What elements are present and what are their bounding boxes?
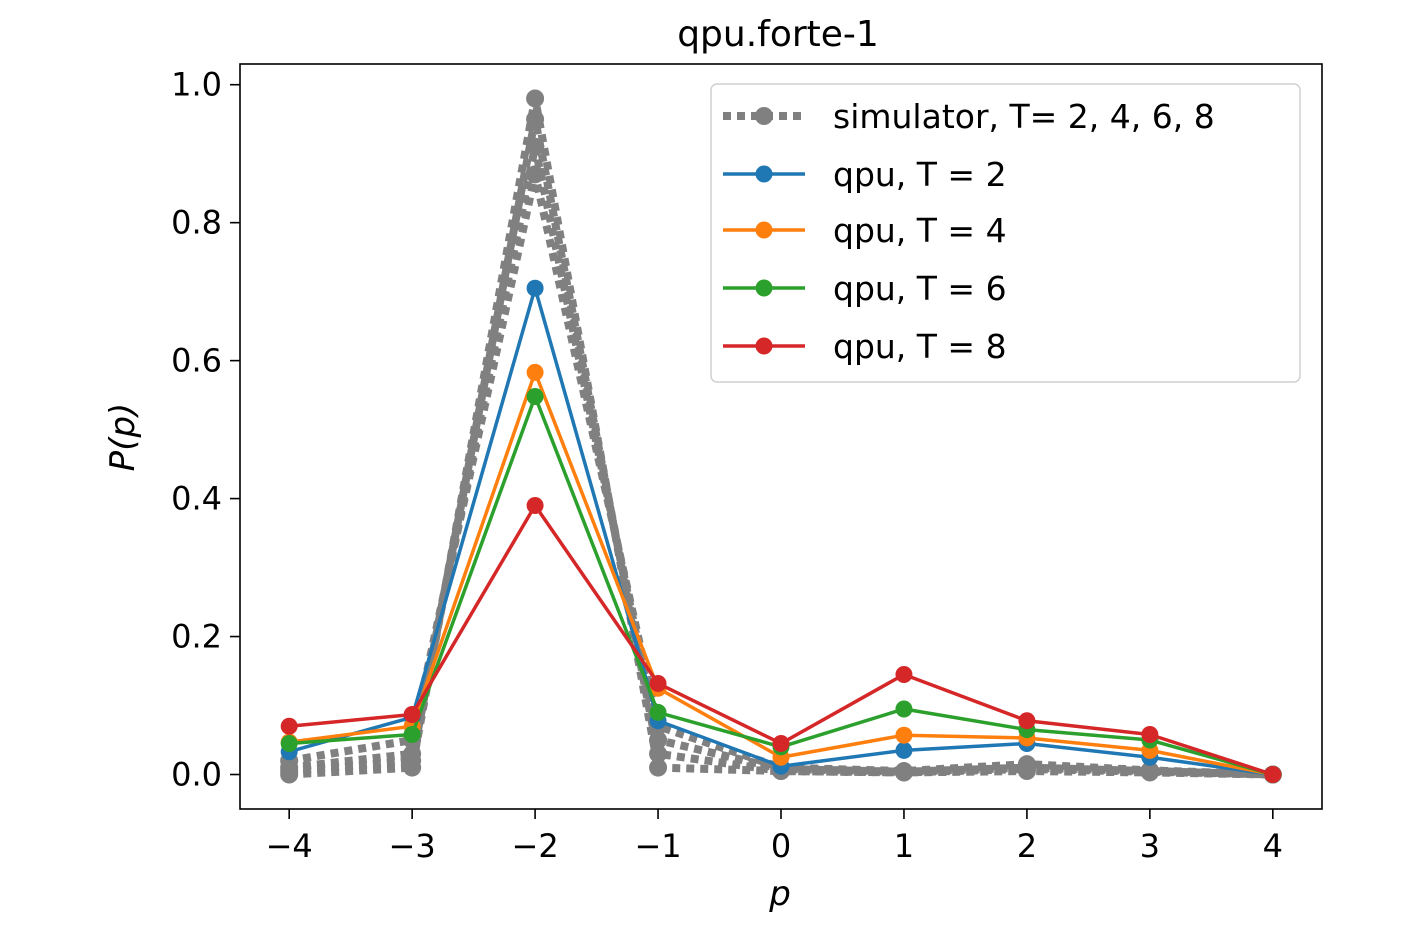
legend-marker bbox=[755, 165, 773, 183]
legend-label: qpu, T = 6 bbox=[833, 269, 1007, 308]
y-axis-label: P(p) bbox=[103, 403, 143, 472]
legend-label-simulator: simulator, T= 2, 4, 6, 8 bbox=[833, 97, 1215, 136]
x-tick-label: 0 bbox=[771, 827, 791, 865]
y-tick-label: 0.2 bbox=[171, 618, 222, 656]
series-point-t8 bbox=[1141, 726, 1159, 743]
legend-label: qpu, T = 2 bbox=[833, 155, 1007, 194]
legend-marker bbox=[755, 279, 773, 297]
series-point-t2 bbox=[895, 741, 913, 759]
series-point-t6 bbox=[403, 726, 421, 743]
simulator-point bbox=[403, 744, 422, 763]
simulator-point bbox=[1017, 755, 1036, 774]
x-tick-label: 2 bbox=[1017, 827, 1037, 865]
series-point-t6 bbox=[280, 734, 298, 752]
series-layer bbox=[280, 89, 1282, 784]
legend-marker bbox=[755, 337, 773, 355]
legend-frame bbox=[710, 83, 1301, 383]
simulator-point bbox=[649, 744, 668, 763]
x-tick-label: −1 bbox=[634, 827, 681, 865]
legend-marker-simulator bbox=[755, 107, 773, 125]
y-tick-label: 0.4 bbox=[171, 480, 222, 518]
simulator-point bbox=[526, 89, 545, 108]
y-tick-label: 0.0 bbox=[171, 756, 222, 794]
x-tick-label: 3 bbox=[1140, 827, 1160, 865]
chart-title: qpu.forte-1 bbox=[677, 14, 879, 55]
legend-label: qpu, T = 4 bbox=[833, 211, 1007, 250]
series-point-t4 bbox=[526, 363, 544, 381]
series-point-t2 bbox=[526, 279, 544, 297]
series-point-t8 bbox=[772, 734, 790, 752]
series-point-t6 bbox=[526, 387, 544, 405]
simulator-point bbox=[649, 758, 668, 777]
simulator-point bbox=[526, 110, 545, 129]
series-point-t8 bbox=[280, 717, 298, 735]
simulator-point bbox=[894, 762, 913, 781]
legend: simulator, T= 2, 4, 6, 8 qpu, T = 2 qpu, T… bbox=[710, 83, 1301, 383]
simulator-line bbox=[288, 170, 1273, 779]
simulator-point bbox=[1140, 761, 1159, 780]
simulator-point bbox=[526, 165, 545, 184]
simulator-point bbox=[649, 731, 668, 750]
y-axis: 0.0 0.2 0.4 0.6 0.8 1.0 bbox=[171, 66, 240, 794]
series-point-t8 bbox=[1018, 712, 1036, 730]
series-point-t8 bbox=[403, 705, 421, 723]
x-tick-label: −2 bbox=[512, 827, 559, 865]
simulator-point bbox=[526, 137, 545, 156]
x-axis: −4 −3 −2 −1 0 1 2 3 4 bbox=[266, 809, 1283, 865]
x-tick-label: 4 bbox=[1263, 827, 1283, 865]
x-tick-label: −4 bbox=[266, 827, 313, 865]
x-axis-label: p bbox=[768, 874, 791, 914]
legend-entries: simulator, T= 2, 4, 6, 8 qpu, T = 2 qpu, T… bbox=[723, 97, 1215, 366]
series-point-t8 bbox=[526, 496, 544, 514]
y-tick-label: 0.8 bbox=[171, 204, 222, 242]
series-point-t6 bbox=[649, 703, 667, 721]
y-tick-label: 0.6 bbox=[171, 342, 222, 380]
x-tick-label: −3 bbox=[389, 827, 436, 865]
y-tick-label: 1.0 bbox=[171, 66, 222, 104]
series-point-t8 bbox=[1264, 766, 1282, 784]
series-point-t6 bbox=[895, 700, 913, 718]
series-point-t8 bbox=[649, 674, 667, 692]
x-tick-label: 1 bbox=[894, 827, 914, 865]
series-point-t4 bbox=[895, 726, 913, 744]
series-point-t8 bbox=[895, 665, 913, 683]
legend-marker bbox=[755, 221, 773, 239]
legend-label: qpu, T = 8 bbox=[833, 327, 1007, 366]
